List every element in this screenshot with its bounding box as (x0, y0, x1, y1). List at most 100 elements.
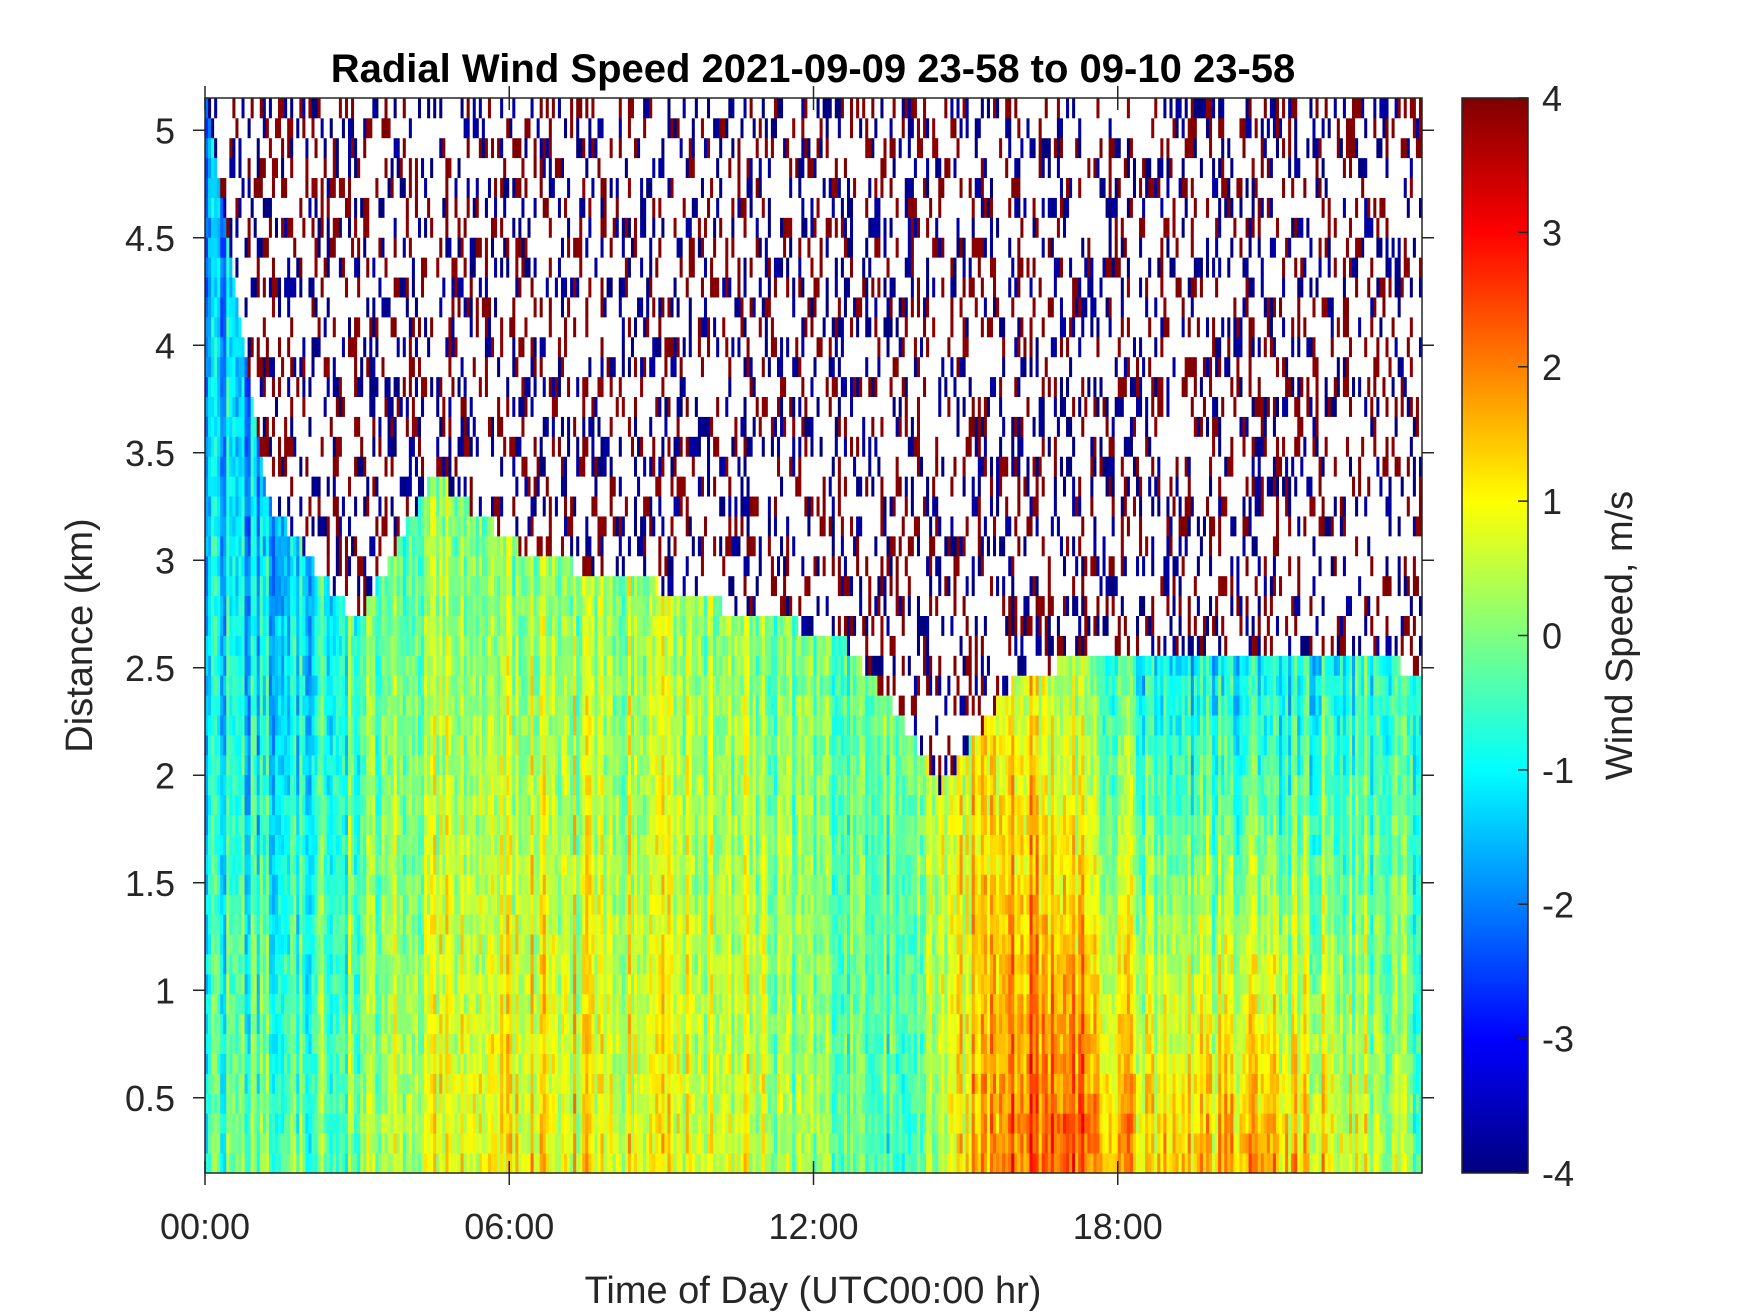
heatmap-cell (326, 973, 331, 995)
heatmap-cell (320, 98, 325, 119)
heatmap-cell (378, 754, 382, 776)
heatmap-cell (393, 894, 398, 915)
heatmap-cell (326, 436, 331, 457)
heatmap-cell (445, 1013, 449, 1035)
heatmap-cell (274, 575, 279, 597)
heatmap-cell (296, 456, 300, 477)
heatmap-cell (265, 834, 270, 855)
heatmap-cell (466, 954, 471, 975)
heatmap-cell (232, 456, 236, 477)
heatmap-cell (244, 715, 248, 736)
heatmap-cell (408, 894, 413, 915)
heatmap-cell (274, 555, 279, 577)
heatmap-cell (348, 834, 352, 855)
heatmap-cell (238, 316, 242, 338)
heatmap-cell (481, 476, 486, 497)
heatmap-cell (284, 1113, 288, 1134)
heatmap-cell (293, 954, 297, 975)
heatmap-cell (320, 715, 325, 736)
heatmap-cell (372, 973, 376, 995)
heatmap-cell (341, 98, 346, 119)
heatmap-cell (265, 516, 270, 537)
heatmap-cell (317, 157, 322, 179)
heatmap-cell (229, 257, 233, 278)
heatmap-cell (396, 157, 401, 179)
heatmap-cell (211, 396, 215, 417)
heatmap-cell (436, 336, 440, 358)
heatmap-cell (332, 854, 337, 875)
heatmap-cell (235, 874, 239, 895)
heatmap-cell (433, 814, 437, 835)
heatmap-cell (460, 197, 465, 218)
heatmap-cell (393, 1153, 398, 1173)
heatmap-cell (469, 117, 474, 139)
heatmap-cell (256, 117, 261, 139)
heatmap-cell (421, 874, 425, 895)
heatmap-cell (448, 1033, 452, 1054)
heatmap-cell (265, 1053, 270, 1074)
heatmap-cell (268, 794, 273, 816)
heatmap-cell (439, 615, 443, 636)
heatmap-cell (439, 117, 443, 139)
heatmap-cell (311, 914, 315, 935)
heatmap-cell (360, 277, 364, 298)
heatmap-cell (293, 237, 297, 258)
heatmap-cell (369, 98, 373, 119)
heatmap-cell (378, 874, 382, 895)
heatmap-cell (244, 1053, 248, 1074)
heatmap-cell (402, 1133, 407, 1154)
heatmap-cell (387, 277, 391, 298)
heatmap-cell (427, 1013, 431, 1035)
heatmap-cell (402, 1033, 407, 1054)
heatmap-cell (448, 894, 452, 915)
heatmap-cell (329, 914, 334, 935)
heatmap-cell (448, 117, 452, 139)
heatmap-cell (396, 297, 401, 318)
heatmap-cell (314, 1153, 318, 1173)
heatmap-cell (244, 376, 248, 398)
heatmap-cell (348, 237, 352, 258)
heatmap-cell (405, 615, 410, 636)
heatmap-cell (274, 1133, 279, 1154)
heatmap-cell (466, 695, 471, 716)
heatmap-cell (332, 376, 337, 398)
heatmap-cell (366, 834, 370, 855)
heatmap-cell (314, 456, 318, 477)
heatmap-cell (341, 476, 346, 497)
heatmap-cell (351, 277, 355, 298)
heatmap-cell (366, 376, 370, 398)
heatmap-cell (311, 416, 315, 437)
heatmap-cell (271, 456, 276, 477)
heatmap-cell (214, 137, 218, 159)
heatmap-cell (445, 356, 449, 378)
heatmap-cell (424, 1113, 428, 1134)
heatmap-cell (223, 715, 227, 736)
heatmap-cell (208, 854, 212, 875)
heatmap-cell (481, 217, 486, 238)
heatmap-cell (208, 277, 212, 298)
heatmap-cell (414, 1013, 419, 1035)
heatmap-cell (311, 1153, 315, 1173)
heatmap-cell (253, 416, 258, 437)
heatmap-cell (448, 1053, 452, 1074)
heatmap-cell (369, 754, 373, 776)
heatmap-cell (451, 396, 455, 417)
heatmap-cell (363, 854, 367, 875)
heatmap-cell (369, 1113, 373, 1134)
heatmap-cell (238, 496, 242, 517)
heatmap-cell (427, 914, 431, 935)
heatmap-cell (445, 854, 449, 875)
heatmap-cell (332, 1073, 337, 1094)
heatmap-cell (445, 794, 449, 816)
heatmap-cell (430, 555, 434, 577)
heatmap-cell (466, 1153, 471, 1173)
heatmap-cell (335, 675, 340, 696)
heatmap-cell (469, 1013, 474, 1035)
heatmap-cell (381, 277, 385, 298)
heatmap-cell (369, 555, 373, 577)
heatmap-cell (284, 1053, 288, 1074)
heatmap-cell (262, 1113, 267, 1134)
heatmap-cell (278, 496, 282, 517)
heatmap-cell (360, 237, 364, 258)
heatmap-cell (296, 476, 300, 497)
